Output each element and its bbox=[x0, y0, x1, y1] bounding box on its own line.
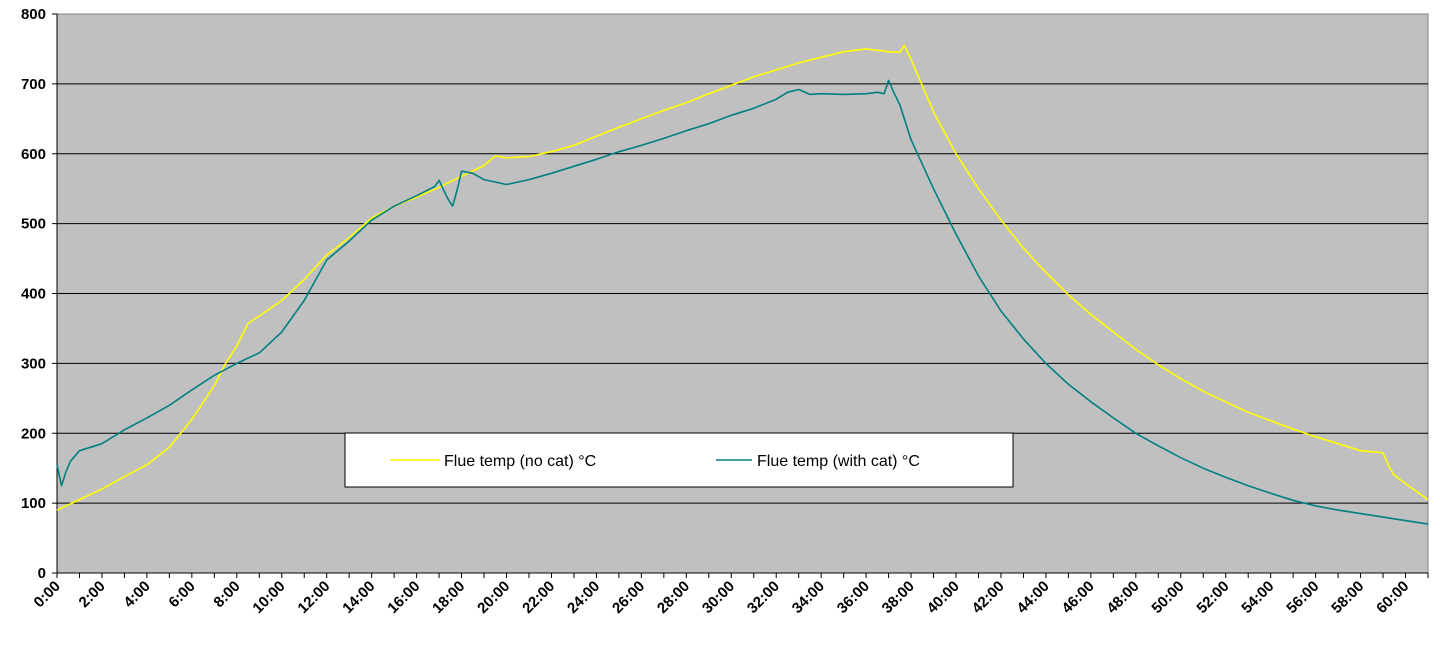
x-tick-label-42: 42:00 bbox=[969, 578, 1008, 617]
x-tick-label-40: 40:00 bbox=[924, 578, 963, 617]
y-tick-label-500: 500 bbox=[21, 216, 46, 233]
x-tick-label-8: 8:00 bbox=[210, 578, 243, 611]
x-tick-label-4: 4:00 bbox=[120, 578, 153, 611]
x-tick-label-14: 14:00 bbox=[339, 578, 378, 617]
x-tick-label-56: 56:00 bbox=[1283, 578, 1322, 617]
y-tick-label-100: 100 bbox=[21, 495, 46, 512]
x-tick-label-48: 48:00 bbox=[1103, 578, 1142, 617]
x-tick-label-22: 22:00 bbox=[519, 578, 558, 617]
x-axis: 0:00 2:00 4:00 6:00 8:00 10:00 12:00 14:00 16:00… bbox=[31, 572, 1429, 617]
x-tick-label-32: 32:00 bbox=[744, 578, 783, 617]
y-tick-label-700: 700 bbox=[21, 76, 46, 93]
x-tick-label-54: 54:00 bbox=[1238, 578, 1277, 617]
x-tick-label-20: 20:00 bbox=[474, 578, 513, 617]
legend-label-with-cat: Flue temp (with cat) °C bbox=[757, 453, 920, 470]
x-tick-label-28: 28:00 bbox=[654, 578, 693, 617]
legend-box bbox=[344, 432, 1014, 488]
x-tick-label-12: 12:00 bbox=[294, 578, 333, 617]
gridlines bbox=[57, 83, 1428, 504]
legend-label-no-cat: Flue temp (no cat) °C bbox=[444, 453, 596, 470]
series-line-1 bbox=[56, 79, 1429, 525]
x-tick-label-16: 16:00 bbox=[384, 578, 423, 617]
x-tick-label-50: 50:00 bbox=[1148, 578, 1187, 617]
x-tick-label-44: 44:00 bbox=[1014, 578, 1053, 617]
x-tick-label-30: 30:00 bbox=[699, 578, 738, 617]
y-axis: 0 100 200 300 400 500 600 700 800 bbox=[21, 6, 58, 582]
x-tick-label-24: 24:00 bbox=[564, 578, 603, 617]
x-tick-label-26: 26:00 bbox=[609, 578, 648, 617]
series-layer bbox=[56, 44, 1429, 525]
series-line-0 bbox=[56, 44, 1429, 511]
y-tick-label-0: 0 bbox=[38, 565, 46, 582]
x-tick-label-60: 60:00 bbox=[1373, 578, 1412, 617]
y-tick-label-600: 600 bbox=[21, 146, 46, 163]
x-tick-label-38: 38:00 bbox=[879, 578, 918, 617]
x-tick-label-58: 58:00 bbox=[1328, 578, 1367, 617]
x-tick-label-10: 10:00 bbox=[249, 578, 288, 617]
y-tick-label-400: 400 bbox=[21, 286, 46, 303]
x-tick-label-52: 52:00 bbox=[1193, 578, 1232, 617]
x-tick-label-0: 0:00 bbox=[31, 578, 64, 611]
y-tick-label-800: 800 bbox=[21, 6, 46, 23]
x-tick-label-36: 36:00 bbox=[834, 578, 873, 617]
x-tick-label-6: 6:00 bbox=[165, 578, 198, 611]
y-tick-label-200: 200 bbox=[21, 425, 46, 442]
x-tick-label-2: 2:00 bbox=[76, 578, 109, 611]
x-tick-label-18: 18:00 bbox=[429, 578, 468, 617]
x-tick-label-34: 34:00 bbox=[789, 578, 828, 617]
x-tick-label-46: 46:00 bbox=[1059, 578, 1098, 617]
y-tick-label-300: 300 bbox=[21, 355, 46, 372]
legend: Flue temp (no cat) °C Flue temp (with ca… bbox=[344, 432, 1014, 488]
